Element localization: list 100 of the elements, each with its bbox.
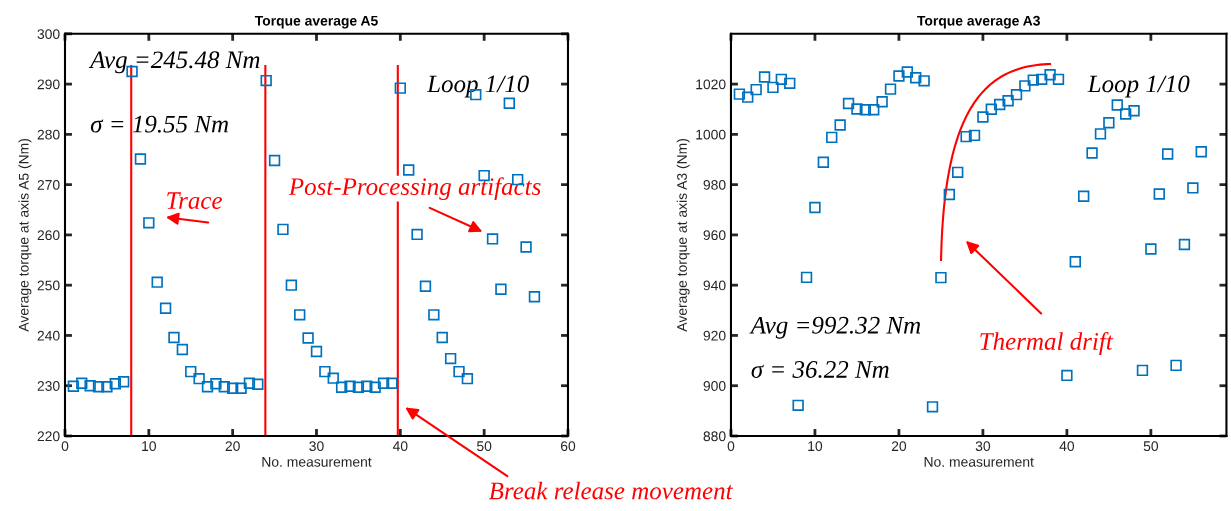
annotation: Avg =245.48 Nm [88, 51, 260, 74]
x-axis-title: No. measurement [924, 457, 1034, 467]
point [960, 130, 972, 143]
point [327, 372, 339, 384]
y-tick-label: 290 [37, 79, 60, 90]
chart-title: Torque average A5 [254, 15, 378, 29]
point [767, 81, 779, 94]
point [361, 380, 373, 392]
point [1103, 117, 1115, 129]
point [428, 309, 440, 321]
point [977, 111, 989, 123]
point [159, 302, 172, 314]
point [101, 381, 113, 393]
point [210, 378, 222, 390]
x-tick-label: 0 [727, 441, 735, 452]
point [868, 104, 880, 116]
point [1035, 73, 1048, 86]
annotation: Avg =992.32 Nm [749, 316, 921, 339]
x-axis-title: No. measurement [262, 457, 372, 467]
point [884, 83, 897, 95]
point [842, 97, 855, 110]
point [495, 283, 507, 295]
x-tick-label: 40 [1059, 441, 1075, 452]
y-tick-label: 270 [37, 179, 60, 190]
point [1195, 146, 1207, 158]
x-tick-label: 40 [392, 441, 408, 452]
annotation: Loop 1/10 [1087, 75, 1190, 98]
point [528, 291, 541, 303]
point [185, 365, 197, 378]
point [910, 72, 922, 84]
point [310, 345, 323, 358]
x-tick-label: 60 [560, 441, 576, 452]
point [302, 332, 314, 344]
point [817, 156, 830, 168]
point [201, 381, 214, 393]
point [876, 95, 888, 108]
point [733, 88, 746, 100]
point [1153, 188, 1165, 200]
point [377, 377, 390, 389]
point [1086, 147, 1098, 159]
point [260, 74, 272, 87]
point [461, 372, 474, 385]
point [1128, 105, 1140, 117]
point [76, 377, 88, 389]
point [826, 131, 838, 144]
annotation: Loop 1/10 [426, 75, 529, 98]
point [419, 280, 432, 292]
point [369, 381, 381, 393]
point [985, 103, 997, 115]
x-tick-label: 20 [891, 441, 907, 452]
point [84, 380, 96, 392]
point [893, 70, 905, 82]
point [1052, 73, 1065, 86]
point [1061, 369, 1073, 382]
point [319, 365, 331, 378]
annotation: Trace [167, 192, 222, 209]
point [800, 271, 813, 284]
point [151, 276, 163, 288]
point [943, 188, 956, 201]
point [252, 378, 264, 390]
point [968, 129, 981, 142]
point [520, 241, 532, 253]
y-tick-label: 960 [703, 230, 726, 241]
point [851, 103, 863, 115]
y-tick-label: 250 [37, 280, 60, 291]
x-tick-label: 30 [975, 441, 991, 452]
y-tick-label: 220 [37, 431, 60, 442]
point [444, 352, 457, 365]
point [344, 380, 356, 392]
y-tick-label: 240 [37, 330, 60, 341]
point [243, 377, 256, 389]
point [143, 217, 155, 229]
x-tick-label: 30 [309, 441, 324, 452]
point [285, 279, 298, 291]
point [1187, 182, 1199, 194]
y-tick-label: 230 [37, 381, 60, 391]
point [1111, 99, 1123, 111]
point [176, 343, 189, 356]
point [486, 233, 499, 245]
y-tick-label: 900 [703, 381, 726, 391]
x-tick-label: 20 [225, 441, 240, 452]
point [218, 381, 230, 393]
annotation: σ = 19.55 Nm [90, 115, 229, 133]
y-tick-label: 920 [703, 330, 726, 341]
point [775, 73, 788, 86]
point [403, 164, 415, 176]
point [1077, 190, 1090, 202]
point [784, 77, 796, 90]
x-tick-label: 10 [142, 441, 157, 452]
point [792, 399, 804, 412]
x-tick-label: 50 [1143, 441, 1159, 452]
annotation: Post-Processing artifacts [288, 177, 541, 201]
point [268, 154, 281, 167]
y-axis-title: Average torque at axis A5 (Nm) [18, 139, 32, 332]
y-tick-label: 300 [37, 29, 60, 39]
point [1069, 256, 1081, 268]
point [92, 381, 105, 393]
y-tick-label: 260 [37, 230, 60, 241]
y-tick-label: 280 [37, 129, 60, 140]
annotation: σ = 36.22 Nm [751, 361, 889, 379]
